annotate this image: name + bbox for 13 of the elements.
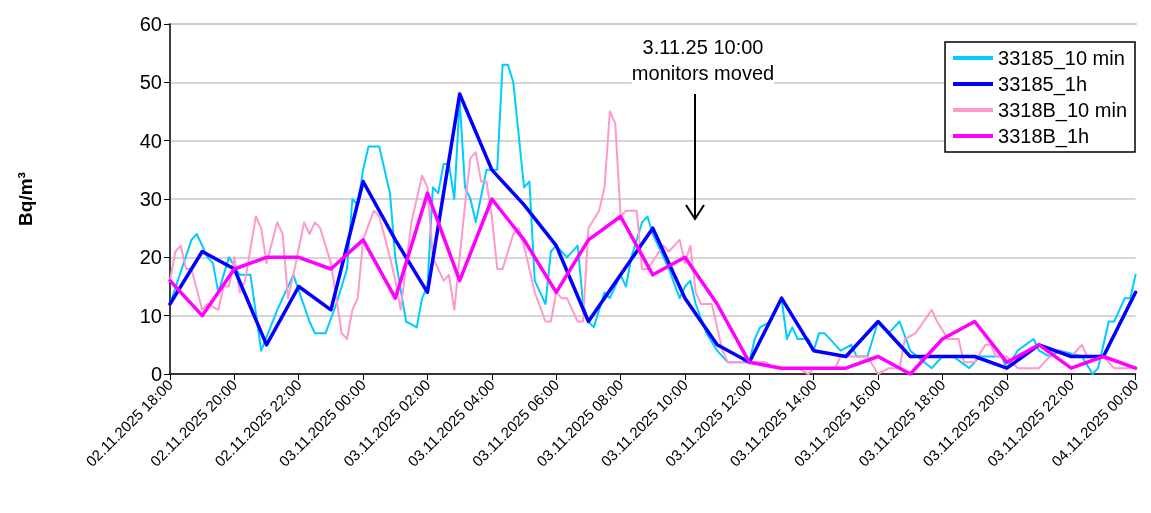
y-tick-label: 10 — [139, 304, 162, 327]
legend-label: 33185_10 min — [998, 47, 1125, 70]
legend-label: 33185_1h — [998, 73, 1087, 96]
y-tick-label: 40 — [139, 129, 162, 152]
y-tick-label: 60 — [139, 13, 162, 35]
legend-label: 3318B_10 min — [998, 99, 1127, 122]
y-tick-label: 30 — [139, 188, 162, 210]
legend-label: 3318B_1h — [998, 125, 1090, 148]
y-tick-label: 0 — [150, 363, 162, 385]
y-tick-label: 20 — [139, 246, 162, 269]
y-tick-label: 50 — [139, 71, 162, 94]
y-axis-title: Bq/m³ — [15, 172, 36, 226]
annotation: 3.11.25 10:00 monitors moved — [631, 36, 775, 84]
